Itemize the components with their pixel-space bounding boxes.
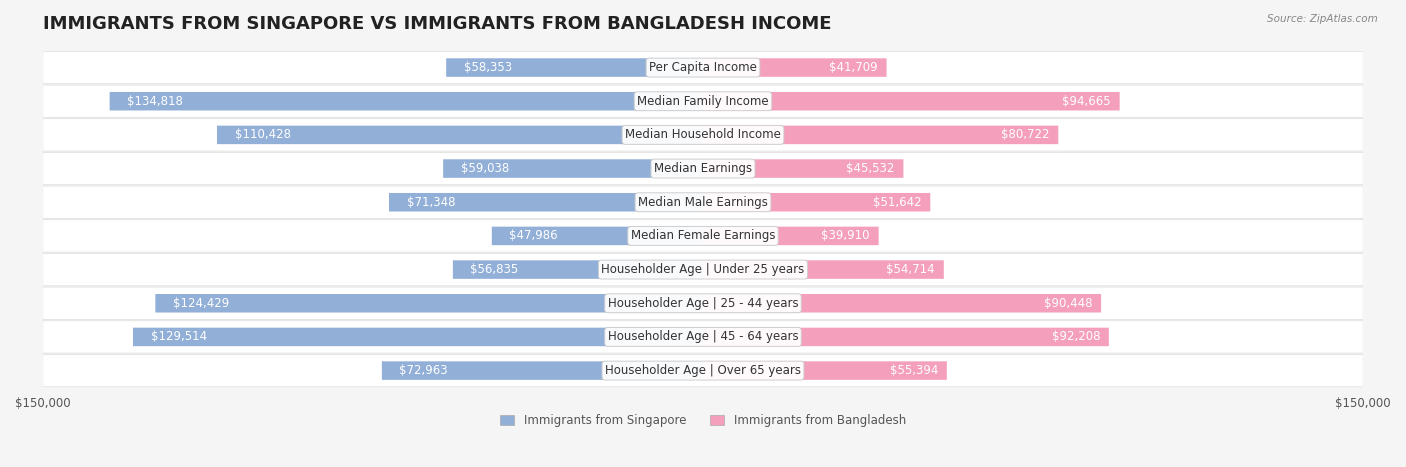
Legend: Immigrants from Singapore, Immigrants from Bangladesh: Immigrants from Singapore, Immigrants fr… — [495, 409, 911, 432]
FancyBboxPatch shape — [703, 159, 904, 178]
Text: $129,514: $129,514 — [150, 331, 207, 343]
Text: $51,642: $51,642 — [873, 196, 921, 209]
Text: $80,722: $80,722 — [1001, 128, 1049, 142]
Text: $90,448: $90,448 — [1043, 297, 1092, 310]
Text: $54,714: $54,714 — [886, 263, 935, 276]
Text: $41,709: $41,709 — [830, 61, 877, 74]
FancyBboxPatch shape — [453, 260, 703, 279]
FancyBboxPatch shape — [42, 51, 1364, 84]
Text: $59,038: $59,038 — [461, 162, 509, 175]
Text: $58,353: $58,353 — [464, 61, 512, 74]
Text: Householder Age | Over 65 years: Householder Age | Over 65 years — [605, 364, 801, 377]
Text: $39,910: $39,910 — [821, 229, 870, 242]
Text: $56,835: $56,835 — [471, 263, 519, 276]
FancyBboxPatch shape — [703, 58, 887, 77]
Text: $110,428: $110,428 — [235, 128, 291, 142]
Text: $55,394: $55,394 — [890, 364, 938, 377]
Text: IMMIGRANTS FROM SINGAPORE VS IMMIGRANTS FROM BANGLADESH INCOME: IMMIGRANTS FROM SINGAPORE VS IMMIGRANTS … — [42, 15, 831, 33]
Text: Householder Age | 45 - 64 years: Householder Age | 45 - 64 years — [607, 331, 799, 343]
FancyBboxPatch shape — [42, 321, 1364, 353]
FancyBboxPatch shape — [443, 159, 703, 178]
FancyBboxPatch shape — [42, 186, 1364, 219]
Text: $94,665: $94,665 — [1062, 95, 1111, 108]
Text: Per Capita Income: Per Capita Income — [650, 61, 756, 74]
Text: $47,986: $47,986 — [509, 229, 558, 242]
Text: Source: ZipAtlas.com: Source: ZipAtlas.com — [1267, 14, 1378, 24]
Text: Householder Age | 25 - 44 years: Householder Age | 25 - 44 years — [607, 297, 799, 310]
FancyBboxPatch shape — [703, 226, 879, 245]
Text: $45,532: $45,532 — [846, 162, 894, 175]
FancyBboxPatch shape — [42, 287, 1364, 319]
FancyBboxPatch shape — [446, 58, 703, 77]
Text: Median Male Earnings: Median Male Earnings — [638, 196, 768, 209]
FancyBboxPatch shape — [389, 193, 703, 212]
Text: Median Earnings: Median Earnings — [654, 162, 752, 175]
Text: $71,348: $71,348 — [406, 196, 456, 209]
FancyBboxPatch shape — [42, 254, 1364, 286]
FancyBboxPatch shape — [110, 92, 703, 111]
FancyBboxPatch shape — [42, 354, 1364, 387]
Text: $72,963: $72,963 — [399, 364, 449, 377]
FancyBboxPatch shape — [42, 119, 1364, 151]
FancyBboxPatch shape — [217, 126, 703, 144]
FancyBboxPatch shape — [42, 220, 1364, 252]
FancyBboxPatch shape — [703, 294, 1101, 312]
Text: $92,208: $92,208 — [1052, 331, 1099, 343]
FancyBboxPatch shape — [382, 361, 703, 380]
FancyBboxPatch shape — [42, 85, 1364, 117]
FancyBboxPatch shape — [134, 328, 703, 346]
FancyBboxPatch shape — [42, 152, 1364, 185]
FancyBboxPatch shape — [703, 260, 943, 279]
Text: Median Female Earnings: Median Female Earnings — [631, 229, 775, 242]
FancyBboxPatch shape — [703, 193, 931, 212]
Text: Median Household Income: Median Household Income — [626, 128, 780, 142]
FancyBboxPatch shape — [492, 226, 703, 245]
Text: Householder Age | Under 25 years: Householder Age | Under 25 years — [602, 263, 804, 276]
FancyBboxPatch shape — [155, 294, 703, 312]
FancyBboxPatch shape — [703, 126, 1059, 144]
Text: Median Family Income: Median Family Income — [637, 95, 769, 108]
Text: $124,429: $124,429 — [173, 297, 229, 310]
FancyBboxPatch shape — [703, 361, 946, 380]
Text: $134,818: $134,818 — [127, 95, 183, 108]
FancyBboxPatch shape — [703, 92, 1119, 111]
FancyBboxPatch shape — [703, 328, 1109, 346]
